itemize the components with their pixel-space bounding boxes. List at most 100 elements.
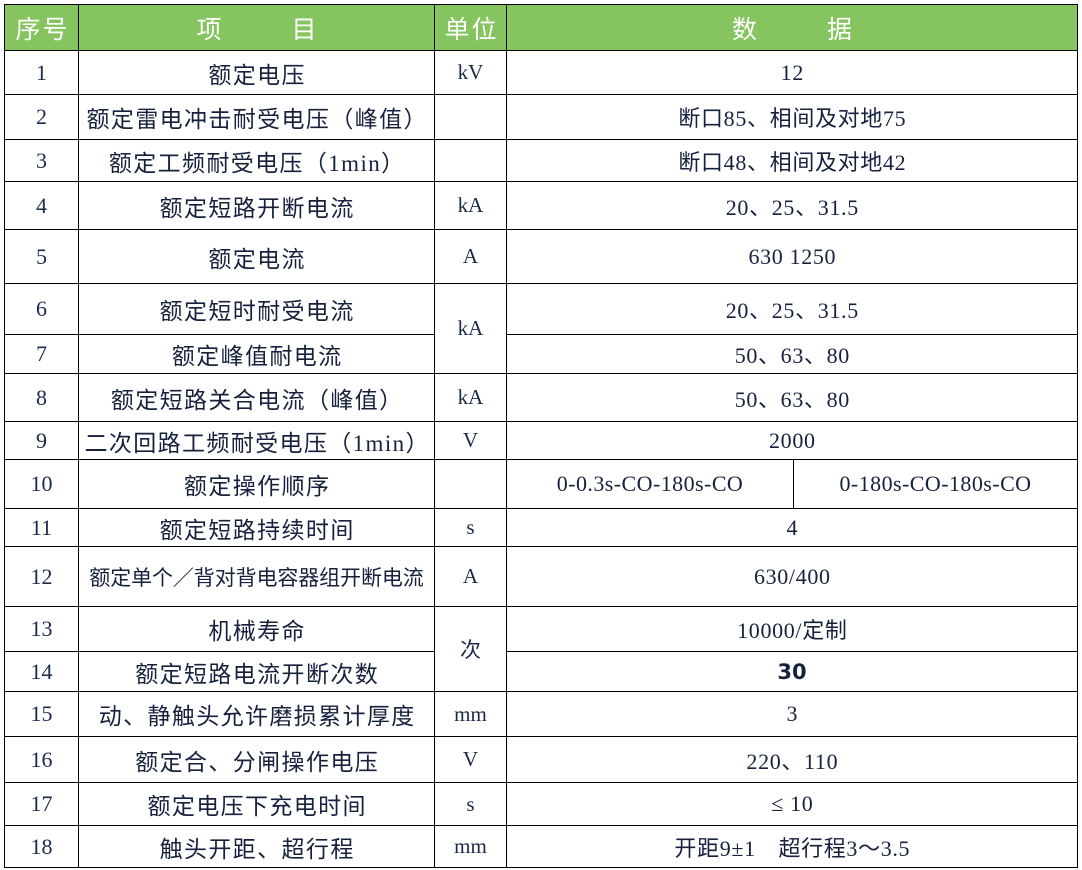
row-item: 额定电压下充电时间 [78,782,435,826]
row-item: 额定电流 [78,229,435,284]
row-index: 1 [4,50,79,95]
row-unit: mm [434,691,507,737]
row-data: 断口48、相间及对地42 [506,139,1078,182]
row-data: 12 [506,50,1078,95]
table-row: 16 额定合、分闸操作电压 V 220、110 [4,736,1078,783]
row-data: ≤ 10 [506,782,1078,826]
row-data: 50、63、80 [506,334,1078,374]
row-index: 8 [4,373,79,422]
row-item: 额定单个／背对背电容器组开断电流 [78,546,435,607]
row-data: 2000 [506,421,1078,460]
row-data: 630 1250 [506,229,1078,284]
row-item: 动、静触头允许磨损累计厚度 [78,691,435,737]
row-item: 额定短路开断电流 [78,181,435,230]
table-row: 2 额定雷电冲击耐受电压（峰值） 断口85、相间及对地75 [4,94,1078,140]
table-row: 10 额定操作顺序 0-0.3s-CO-180s-CO 0-180s-CO-18… [4,459,1078,509]
column-header-data: 数 据 [506,4,1078,51]
row-item: 机械寿命 [78,606,435,652]
row-data: 20、25、31.5 [506,181,1078,230]
row-data: 50、63、80 [506,373,1078,422]
row-data: 10000/定制 [506,606,1078,652]
row-index: 17 [4,782,79,826]
table-row: 8 额定短路关合电流（峰值） kA 50、63、80 [4,373,1078,422]
table-row: 11 额定短路持续时间 s 4 [4,508,1078,547]
row-index: 7 [4,334,79,374]
row-index: 16 [4,736,79,783]
row-data-left: 0-0.3s-CO-180s-CO [507,460,794,508]
row-index: 13 [4,606,79,652]
row-index: 18 [4,825,79,868]
row-index: 11 [4,508,79,547]
row-index: 15 [4,691,79,737]
table-row: 14 额定短路电流开断次数 30 [4,651,1078,692]
row-item: 额定短路持续时间 [78,508,435,547]
row-index: 14 [4,651,79,692]
row-item: 额定雷电冲击耐受电压（峰值） [78,94,435,140]
table-row: 15 动、静触头允许磨损累计厚度 mm 3 [4,691,1078,737]
row-unit: s [434,508,507,547]
table-row: 12 额定单个／背对背电容器组开断电流 A 630/400 [4,546,1078,607]
row-unit: V [434,736,507,783]
row-data: 断口85、相间及对地75 [506,94,1078,140]
row-unit: A [434,546,507,607]
row-item: 额定峰值耐电流 [78,334,435,374]
row-item: 额定短时耐受电流 [78,283,435,335]
row-item: 额定工频耐受电压（1min） [78,139,435,182]
row-index: 12 [4,546,79,607]
row-unit: kA [434,373,507,422]
technical-specification-table: 序号 项 目 单位 数 据 1 额定电压 kV 12 2 额定雷电冲击耐受电压（… [4,4,1078,868]
row-index: 9 [4,421,79,460]
row-unit: A [434,229,507,284]
table-row: 6 额定短时耐受电流 kA 20、25、31.5 [4,283,1078,374]
row-unit [434,139,507,182]
table-row: 7 额定峰值耐电流 50、63、80 [4,334,1078,374]
row-unit-merged: kA [434,283,507,374]
row-item: 额定操作顺序 [78,459,435,509]
row-item: 触头开距、超行程 [78,825,435,868]
header-row: 序号 项 目 单位 数 据 [4,4,1078,51]
row-item: 额定短路电流开断次数 [78,651,435,692]
row-data: 3 [506,691,1078,737]
table-body: 1 额定电压 kV 12 2 额定雷电冲击耐受电压（峰值） 断口85、相间及对地… [4,50,1078,868]
row-index: 3 [4,139,79,182]
row-data: 220、110 [506,736,1078,783]
table-row: 18 触头开距、超行程 mm 开距9±1 超行程3～3.5 [4,825,1078,868]
row-data: 630/400 [506,546,1078,607]
row-data: 30 [506,651,1078,692]
table-row: 1 额定电压 kV 12 [4,50,1078,95]
table-row: 5 额定电流 A 630 1250 [4,229,1078,284]
table-row: 4 额定短路开断电流 kA 20、25、31.5 [4,181,1078,230]
table-header: 序号 项 目 单位 数 据 [4,4,1078,51]
row-index: 6 [4,283,79,335]
row-item: 额定电压 [78,50,435,95]
row-index: 10 [4,459,79,509]
row-index: 2 [4,94,79,140]
row-index: 5 [4,229,79,284]
row-unit: mm [434,825,507,868]
table-row: 17 额定电压下充电时间 s ≤ 10 [4,782,1078,826]
table-row: 13 机械寿命 次 10000/定制 [4,606,1078,692]
row-data: 4 [506,508,1078,547]
row-unit: V [434,421,507,460]
row-data-right: 0-180s-CO-180s-CO [839,471,1032,496]
row-index: 4 [4,181,79,230]
column-header-unit: 单位 [434,4,507,51]
row-item: 二次回路工频耐受电压（1min） [78,421,435,460]
row-data: 20、25、31.5 [506,283,1078,335]
row-unit [434,94,507,140]
row-data-split: 0-0.3s-CO-180s-CO 0-180s-CO-180s-CO [506,459,1078,509]
row-data: 开距9±1 超行程3～3.5 [506,825,1078,868]
row-unit: s [434,782,507,826]
column-header-item: 项 目 [78,4,435,51]
row-unit [434,459,507,509]
row-item: 额定短路关合电流（峰值） [78,373,435,422]
column-header-index: 序号 [4,4,79,51]
split-data-table: 0-0.3s-CO-180s-CO 0-180s-CO-180s-CO [507,460,1077,508]
table-row: 9 二次回路工频耐受电压（1min） V 2000 [4,421,1078,460]
spec-table-container: 序号 项 目 单位 数 据 1 额定电压 kV 12 2 额定雷电冲击耐受电压（… [4,4,1078,868]
row-unit-merged: 次 [434,606,507,692]
row-unit: kA [434,181,507,230]
table-row: 3 额定工频耐受电压（1min） 断口48、相间及对地42 [4,139,1078,182]
row-item: 额定合、分闸操作电压 [78,736,435,783]
row-unit: kV [434,50,507,95]
